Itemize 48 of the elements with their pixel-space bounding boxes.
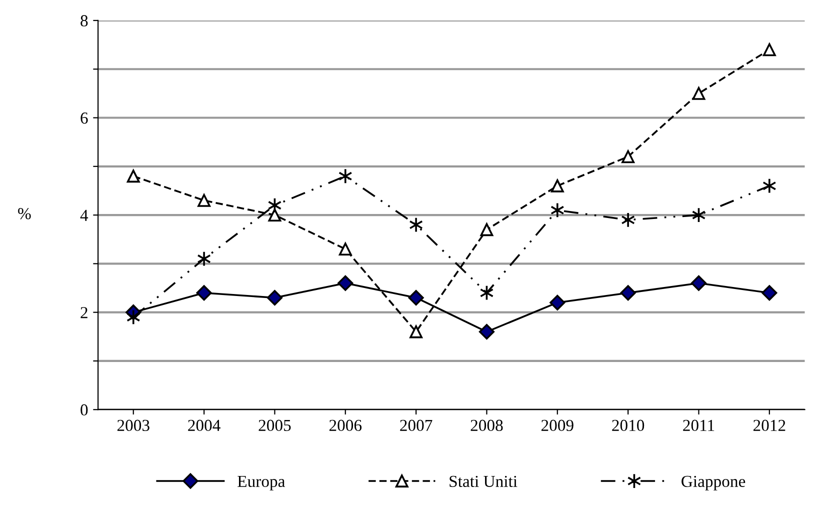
point bbox=[692, 207, 706, 223]
x-tick-label: 2011 bbox=[683, 420, 714, 432]
x-tick-label: 2003 bbox=[117, 420, 150, 432]
x-tick-label: 2012 bbox=[753, 420, 786, 432]
point bbox=[338, 242, 352, 256]
point bbox=[126, 309, 140, 326]
legend-label: Stati Uniti bbox=[450, 476, 518, 488]
point bbox=[550, 202, 564, 218]
legend-label: Europa bbox=[238, 476, 286, 490]
point bbox=[268, 208, 282, 222]
point bbox=[620, 285, 636, 301]
y-tick-label: 0 bbox=[80, 404, 88, 416]
point bbox=[266, 290, 282, 306]
point bbox=[338, 168, 352, 184]
y-tick-label: 6 bbox=[80, 112, 88, 124]
point bbox=[692, 86, 706, 100]
x-tick-label: 2008 bbox=[470, 420, 503, 432]
point bbox=[762, 178, 776, 194]
point bbox=[478, 324, 495, 340]
legend-label: Giappone bbox=[682, 476, 746, 490]
y-tick-label: 4 bbox=[80, 210, 88, 221]
point bbox=[622, 150, 635, 164]
x-tick-label: 2010 bbox=[612, 420, 644, 432]
y-axis-title: % bbox=[18, 208, 31, 220]
x-tick-label: 2007 bbox=[400, 420, 432, 432]
point bbox=[762, 43, 776, 56]
point bbox=[126, 170, 140, 183]
point bbox=[198, 194, 211, 207]
x-tick-label: 2009 bbox=[541, 420, 574, 432]
point bbox=[762, 285, 778, 301]
point bbox=[338, 275, 354, 291]
point bbox=[196, 285, 212, 301]
point bbox=[409, 216, 423, 233]
point bbox=[480, 223, 494, 236]
point bbox=[621, 212, 635, 228]
point bbox=[410, 325, 423, 338]
x-tick-label: 2004 bbox=[188, 420, 220, 432]
point bbox=[550, 294, 566, 310]
point bbox=[408, 290, 424, 306]
y-tick-label: 8 bbox=[80, 15, 88, 26]
point bbox=[480, 285, 494, 301]
x-tick-label: 2005 bbox=[258, 420, 291, 432]
y-tick-label: 2 bbox=[80, 307, 88, 318]
point bbox=[268, 197, 282, 214]
point bbox=[690, 275, 707, 291]
point bbox=[550, 179, 564, 192]
x-tick-label: 2006 bbox=[329, 420, 362, 432]
point bbox=[197, 250, 211, 267]
